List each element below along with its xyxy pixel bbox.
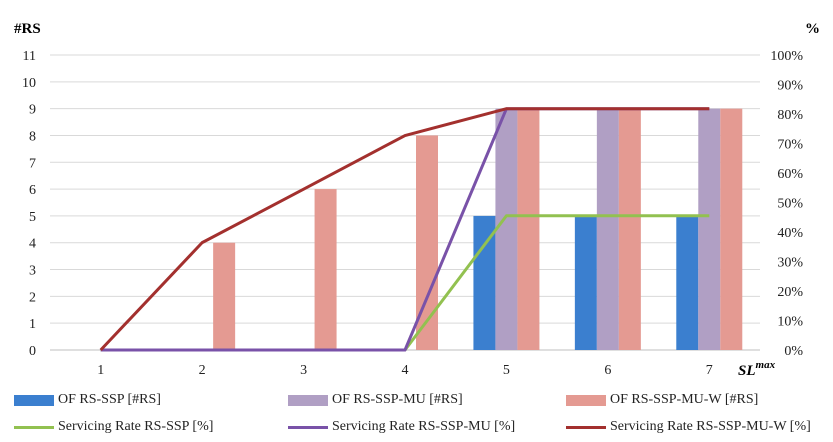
x-tick-label: 4: [402, 363, 409, 378]
y-left-tick-label: 6: [29, 183, 36, 198]
bar: [473, 215, 496, 350]
y-right-tick-label: 100%: [770, 49, 803, 64]
x-tick-label: 3: [300, 363, 307, 378]
right-axis-title: %: [805, 21, 820, 37]
bar: [698, 108, 721, 351]
gridlines: [50, 54, 760, 351]
y-right-tick-label: 20%: [777, 285, 803, 300]
legend-swatch: [288, 394, 328, 406]
legend-item-bar-2: OF RS-SSP-MU-W [#RS]: [566, 392, 758, 408]
legend-item-line-2: Servicing Rate RS-SSP-MU-W [%]: [566, 419, 811, 435]
y-right-tick-label: 50%: [777, 197, 803, 212]
bar: [495, 108, 518, 351]
y-right-tick-label: 40%: [777, 226, 803, 241]
legend-swatch: [14, 425, 54, 429]
y-left-tick-label: 9: [29, 103, 36, 118]
x-tick-label: 7: [706, 363, 713, 378]
left-y-axis: 0 1 2 3 4 5 6 7 8 9 10 11: [22, 49, 36, 359]
x-tick-label: 5: [503, 363, 510, 378]
x-tick-label: 2: [199, 363, 206, 378]
y-left-tick-label: 10: [22, 76, 36, 91]
legend-label: OF RS-SSP-MU [#RS]: [332, 392, 463, 407]
lines: [99, 107, 710, 352]
legend-label: Servicing Rate RS-SSP [%]: [58, 419, 214, 434]
legend-swatch: [288, 425, 328, 429]
bar: [574, 215, 597, 350]
y-left-tick-label: 4: [29, 237, 36, 252]
y-right-tick-label: 60%: [777, 167, 803, 182]
x-axis-title: SLmax: [738, 359, 776, 379]
y-left-tick-label: 2: [29, 290, 36, 305]
legend-item-bar-1: OF RS-SSP-MU [#RS]: [288, 392, 463, 408]
y-right-tick-label: 30%: [777, 256, 803, 271]
y-left-tick-label: 0: [29, 344, 36, 359]
bar: [517, 108, 540, 351]
bar: [213, 242, 236, 350]
y-left-tick-label: 1: [29, 317, 36, 332]
y-left-tick-label: 8: [29, 129, 36, 144]
legend-swatch: [566, 394, 606, 406]
bars: [213, 108, 743, 351]
y-left-tick-label: 7: [29, 156, 36, 171]
y-right-tick-label: 70%: [777, 138, 803, 153]
y-right-tick-label: 0%: [784, 344, 803, 359]
y-right-tick-label: 10%: [777, 315, 803, 330]
right-y-axis: 0% 10% 20% 30% 40% 50% 60% 70% 80% 90% 100%: [770, 49, 803, 359]
x-tick-label: 6: [604, 363, 611, 378]
y-left-tick-label: 5: [29, 210, 36, 225]
legend-label: Servicing Rate RS-SSP-MU [%]: [332, 419, 516, 434]
x-tick-label: 1: [97, 363, 104, 378]
y-right-tick-label: 80%: [777, 108, 803, 123]
legend: OF RS-SSP [#RS] OF RS-SSP-MU [#RS] OF RS…: [0, 390, 833, 442]
chart-svg: 0 1 2 3 4 5 6 7 8 9 10 11 0% 10% 20% 30% 40% 50% 60% 70% 80…: [14, 21, 820, 379]
y-left-tick-label: 11: [23, 49, 36, 64]
y-right-tick-label: 90%: [777, 79, 803, 94]
y-left-tick-label: 3: [29, 264, 36, 279]
legend-swatch: [566, 425, 606, 429]
legend-item-bar-0: OF RS-SSP [#RS]: [14, 392, 161, 408]
bar: [618, 108, 641, 351]
bar: [314, 189, 337, 350]
left-axis-title: #RS: [14, 21, 41, 37]
bar: [596, 108, 619, 351]
x-axis: 1 2 3 4 5 6 7: [97, 363, 713, 378]
legend-swatch: [14, 394, 54, 406]
bar: [416, 135, 438, 350]
legend-label: Servicing Rate RS-SSP-MU-W [%]: [610, 419, 811, 434]
legend-item-line-1: Servicing Rate RS-SSP-MU [%]: [288, 419, 515, 435]
legend-label: OF RS-SSP [#RS]: [58, 392, 161, 407]
series-line: [99, 107, 710, 352]
bar: [720, 108, 743, 351]
legend-item-line-0: Servicing Rate RS-SSP [%]: [14, 419, 213, 435]
bar: [676, 215, 699, 350]
legend-label: OF RS-SSP-MU-W [#RS]: [610, 392, 759, 407]
